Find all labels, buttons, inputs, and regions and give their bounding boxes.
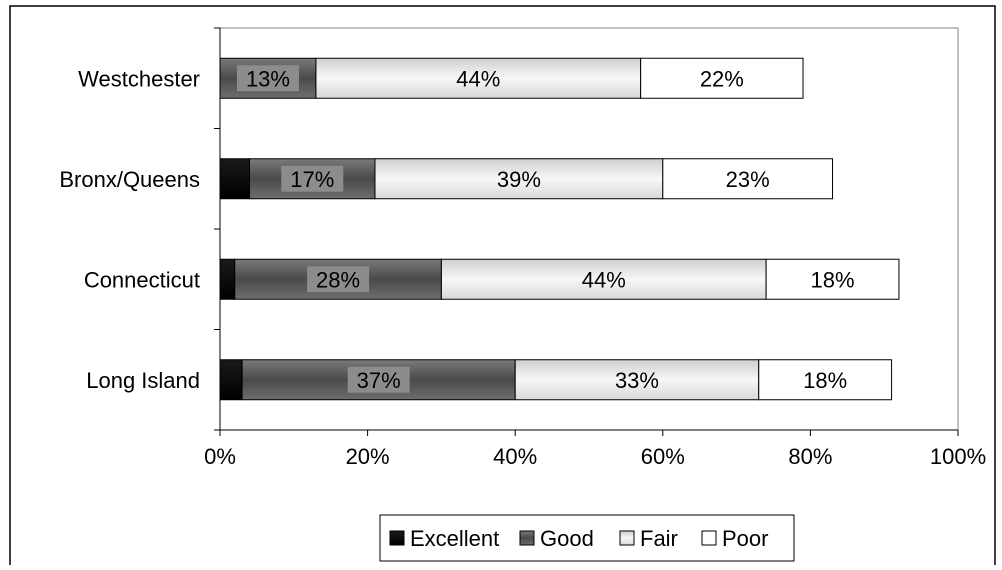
data-labels: 13% 44% 22% 17% 39% 23% 28% 44% 18% 37% 33% 18% [236, 65, 855, 393]
bar-segment-fair [440, 258, 767, 300]
x-tick-label: 80% [788, 444, 832, 469]
bar-segment-excellent [219, 158, 251, 200]
legend-box [379, 514, 795, 562]
bar-segment-poor [758, 359, 893, 401]
bar-segment-poor [765, 258, 900, 300]
legend-swatch-fair [619, 530, 635, 546]
legend-label: Good [540, 526, 594, 551]
data-label: 18% [803, 368, 847, 393]
data-label: 23% [726, 167, 770, 192]
data-label-background [347, 366, 410, 393]
data-label: 33% [615, 368, 659, 393]
bar-segment-fair [315, 57, 642, 99]
legend-label: Fair [640, 526, 678, 551]
data-label-background [236, 65, 299, 92]
x-tick-label: 20% [346, 444, 390, 469]
category-label: Connecticut [84, 267, 200, 292]
legend-swatch-good [519, 530, 535, 546]
data-label: 44% [582, 267, 626, 292]
category-label: Long Island [86, 368, 200, 393]
legend-swatch-excellent [389, 530, 405, 546]
data-label: 28% [316, 267, 360, 292]
axes: 0% 20% 40% 60% 80% 100% Westchester Bronx/Queen… [59, 27, 986, 469]
data-label: 17% [290, 167, 334, 192]
bar-segment-poor [662, 158, 834, 200]
bar-segment-fair [514, 359, 760, 401]
bar-segment-poor [640, 57, 804, 99]
bar-segment-excellent [219, 359, 243, 401]
data-label-background [307, 266, 370, 293]
bar-segment-fair [374, 158, 664, 200]
x-tick-label: 100% [930, 444, 986, 469]
data-label: 44% [456, 66, 500, 91]
x-tick-label: 60% [641, 444, 685, 469]
bar-segment-excellent [219, 258, 236, 300]
legend: Excellent Good Fair Poor [379, 514, 795, 562]
x-tick-label: 0% [204, 444, 236, 469]
data-label: 37% [357, 368, 401, 393]
legend-swatch-poor [701, 530, 717, 546]
data-label: 22% [700, 66, 744, 91]
data-label: 18% [811, 267, 855, 292]
data-label: 39% [497, 167, 541, 192]
data-label-background [281, 165, 344, 192]
data-label: 13% [246, 66, 290, 91]
legend-label: Excellent [410, 526, 499, 551]
category-label: Bronx/Queens [59, 167, 200, 192]
category-label: Westchester [78, 66, 200, 91]
legend-label: Poor [722, 526, 768, 551]
x-tick-label: 40% [493, 444, 537, 469]
